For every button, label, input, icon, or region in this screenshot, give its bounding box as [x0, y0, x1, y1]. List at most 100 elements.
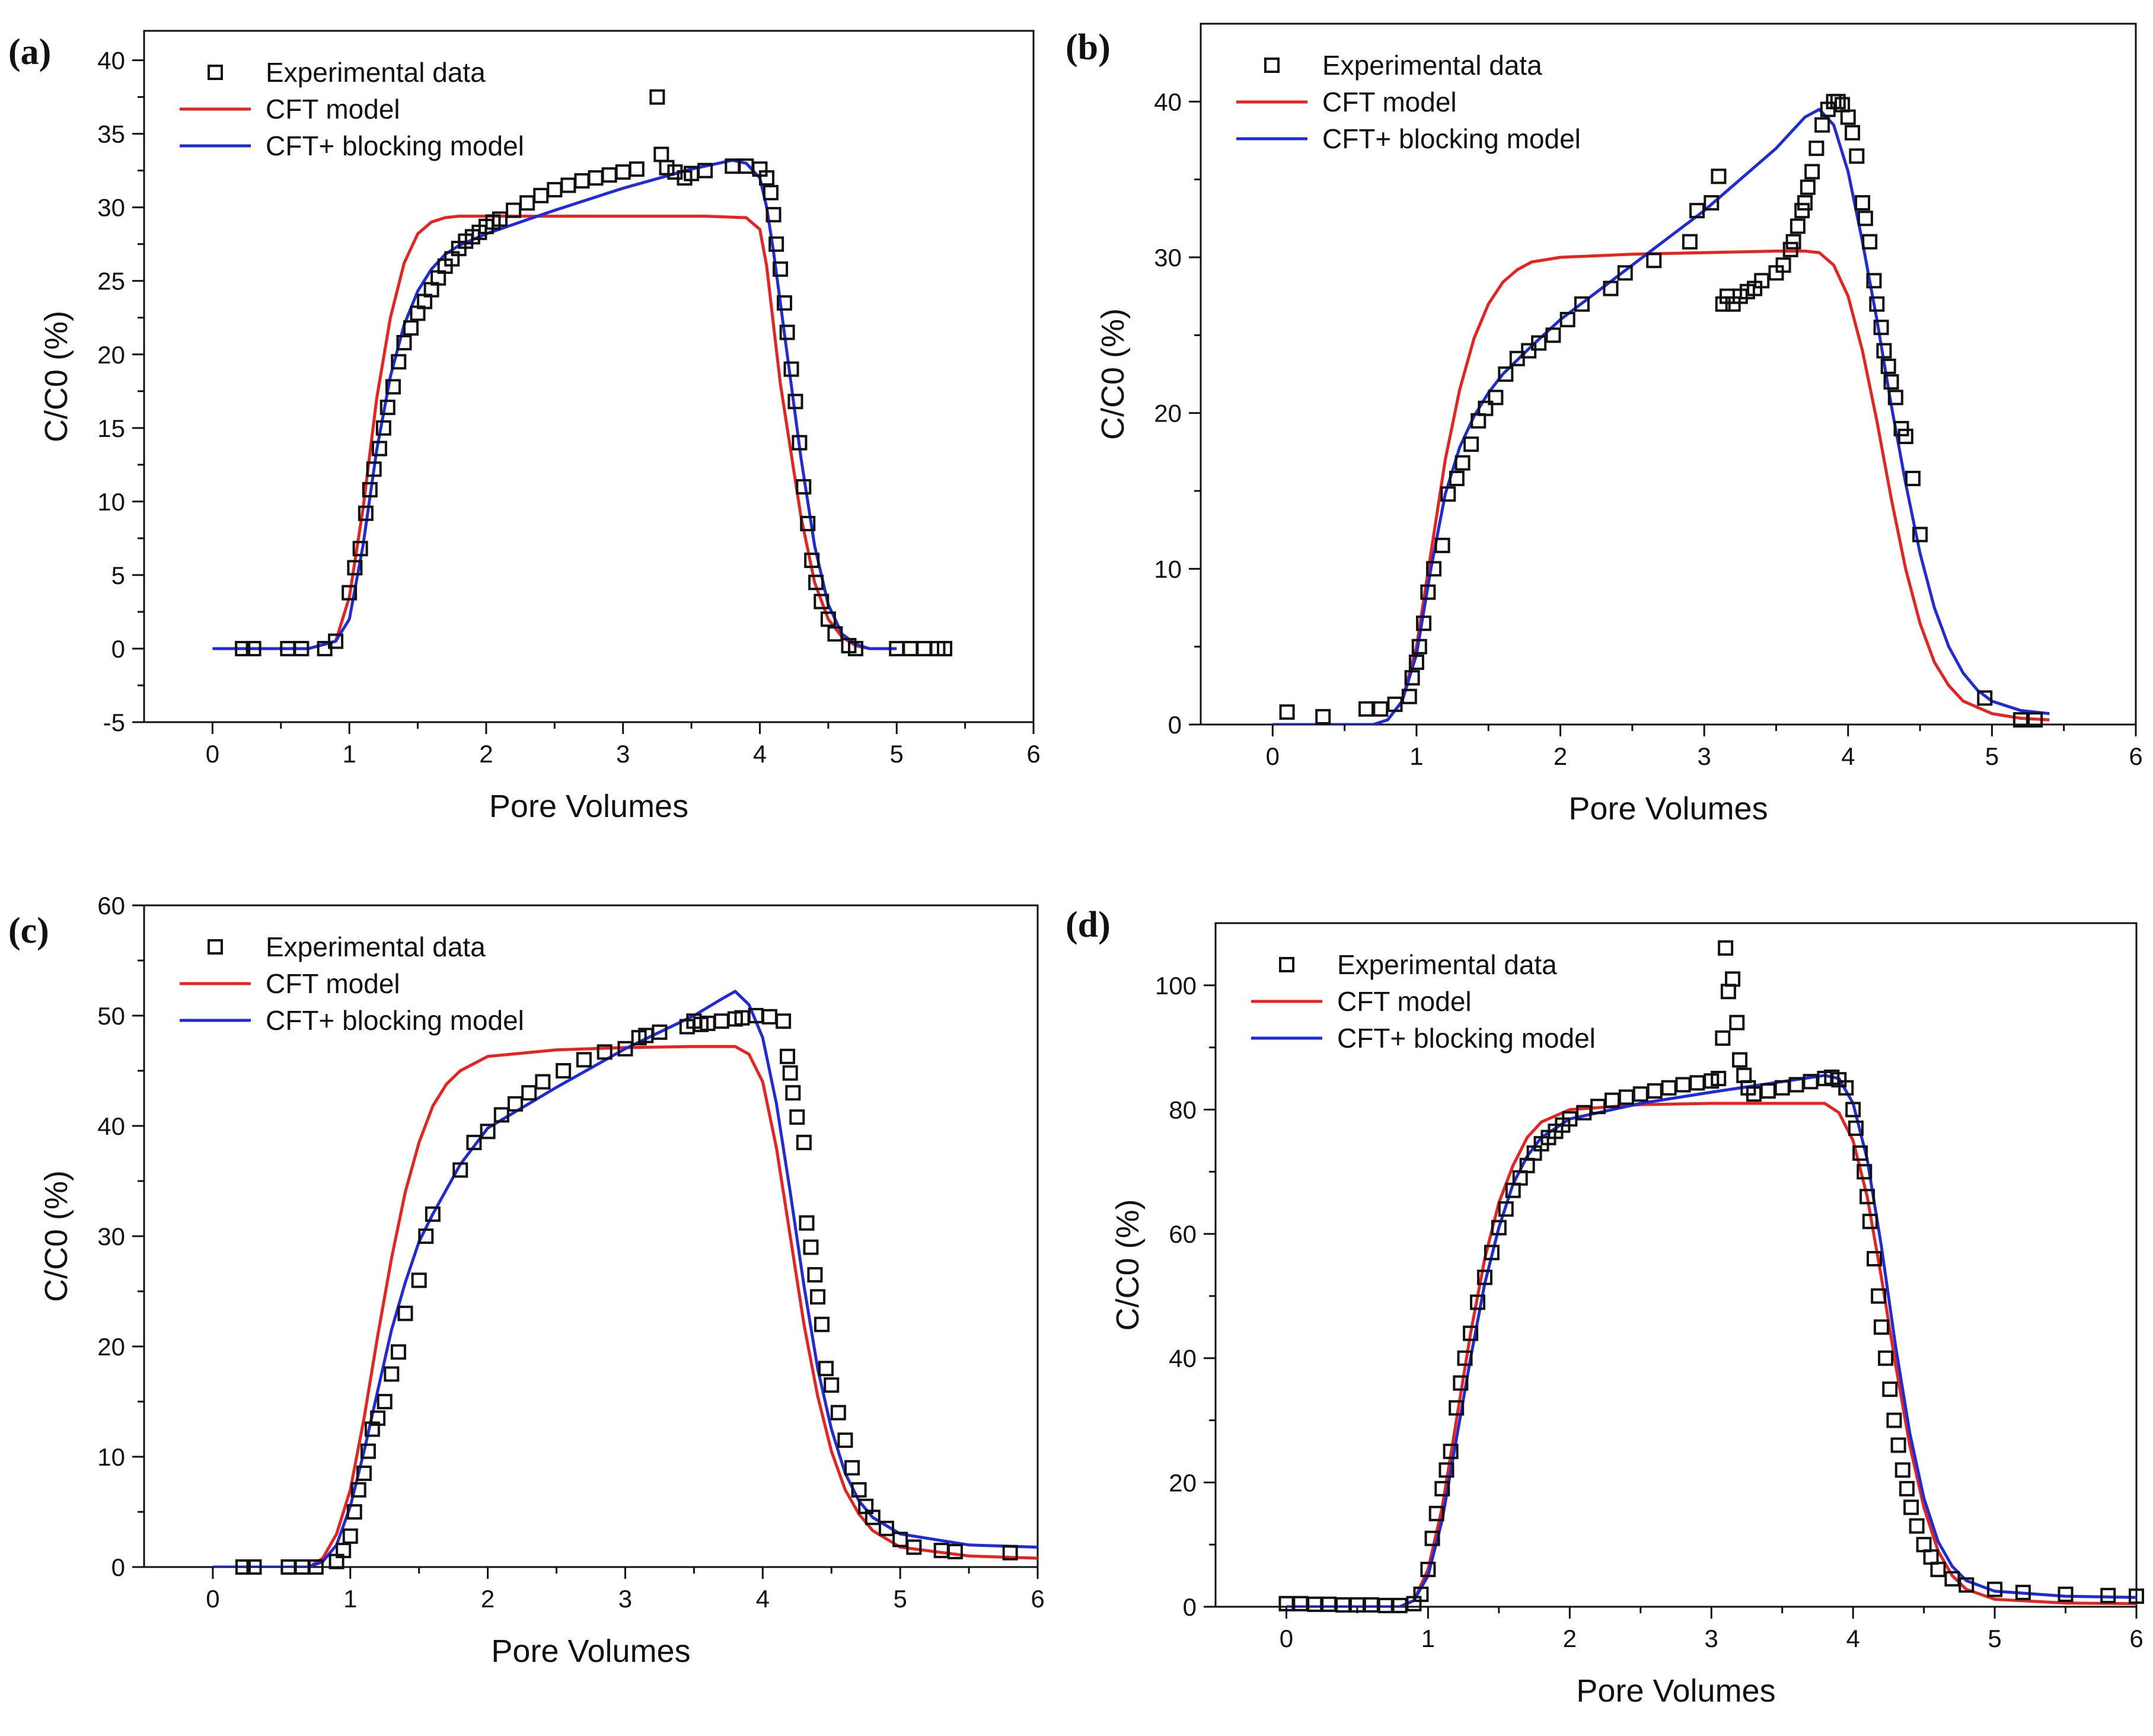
- legend: Experimental data CFT model CFT+ blocking …: [180, 57, 524, 161]
- experimental-point: [759, 170, 774, 186]
- experimental-point: [352, 541, 368, 557]
- y-tick-label: 30: [97, 1223, 125, 1250]
- experimental-point: [1887, 390, 1903, 406]
- experimental-point: [1484, 1244, 1500, 1260]
- cft-blocking-model-line: [1272, 108, 2050, 725]
- x-tick-label: 0: [206, 740, 219, 768]
- x-tick-label: 3: [1697, 742, 1711, 770]
- experimental-point: [493, 1107, 509, 1123]
- x-tick-label: 6: [1026, 740, 1040, 768]
- experimental-point: [1715, 1030, 1731, 1046]
- experimental-point: [1876, 343, 1892, 359]
- y-tick-label: 40: [97, 47, 125, 75]
- y-tick-label: 5: [111, 561, 125, 589]
- x-tick-label: 6: [2129, 1625, 2143, 1652]
- y-tick-label: 0: [1183, 1593, 1197, 1621]
- experimental-point: [1491, 1220, 1507, 1236]
- panel-0: 0 1 2 3 4 5 6 -5 0 5 10 15 20 25 30 35 40 Pore Volumes C/C…: [8, 30, 1041, 824]
- experimental-point: [1866, 273, 1882, 289]
- experimental-point: [2058, 1587, 2074, 1603]
- experimental-point: [1470, 1294, 1486, 1310]
- experimental-point: [1790, 218, 1806, 234]
- experimental-point: [391, 354, 407, 370]
- x-tick-label: 4: [753, 740, 767, 768]
- experimental-point: [1830, 94, 1846, 110]
- experimental-point: [346, 1504, 362, 1520]
- experimental-point: [377, 1394, 393, 1409]
- experimental-point: [1729, 1014, 1745, 1030]
- x-tick-label: 3: [1705, 1625, 1718, 1652]
- experimental-point: [1574, 296, 1590, 312]
- experimental-point: [1808, 141, 1825, 157]
- experimental-point: [818, 1361, 834, 1377]
- experimental-point: [235, 640, 251, 656]
- experimental-point: [780, 1048, 796, 1064]
- y-tick-label: 0: [111, 635, 125, 663]
- experimental-point: [342, 1528, 358, 1544]
- experimental-point: [403, 320, 419, 336]
- experimental-point: [1509, 350, 1525, 366]
- y-tick-label: 10: [97, 488, 125, 516]
- experimental-point: [1840, 109, 1856, 125]
- experimental-point: [810, 1289, 826, 1305]
- x-tick-label: 6: [2129, 742, 2142, 770]
- experimental-point: [235, 1559, 251, 1575]
- experimental-point: [1559, 312, 1575, 328]
- experimental-point: [652, 1024, 668, 1040]
- cft-model-line: [1286, 1102, 2136, 1607]
- experimental-point: [1754, 273, 1770, 289]
- experimental-point: [411, 1272, 427, 1288]
- experimental-point: [1457, 1350, 1473, 1366]
- experimental-point: [1909, 1518, 1925, 1534]
- experimental-point: [1959, 1577, 1975, 1593]
- experimental-point: [356, 1465, 372, 1481]
- experimental-point: [1848, 1120, 1864, 1136]
- experimental-point: [837, 1432, 853, 1448]
- experimental-point: [2015, 1584, 2031, 1600]
- y-tick-label: 30: [97, 194, 125, 222]
- x-tick-label: 5: [1985, 742, 1999, 770]
- experimental-point: [1434, 537, 1450, 553]
- experimental-point: [649, 89, 665, 105]
- x-tick-label: 5: [1988, 1625, 2001, 1652]
- legend-label: Experimental data: [266, 57, 486, 88]
- experimental-point: [1476, 1269, 1492, 1285]
- experimental-point: [1866, 1251, 1882, 1267]
- x-axis-title: Pore Volumes: [489, 789, 688, 824]
- y-tick-label: 10: [97, 1443, 125, 1471]
- experimental-point: [629, 161, 645, 177]
- experimental-point: [779, 324, 795, 340]
- legend-label: CFT model: [1337, 986, 1472, 1017]
- panel-1: 0 1 2 3 4 5 6 0 10 20 30 40 Pore Volumes C/C0 (%) (b) E…: [1066, 23, 2143, 826]
- legend-label: CFT+ blocking model: [1337, 1023, 1596, 1054]
- experimental-point: [425, 1206, 441, 1222]
- experimental-point: [1869, 296, 1885, 312]
- experimental-point: [1373, 701, 1389, 717]
- legend-marker-experimental: [1279, 957, 1294, 972]
- experimental-point: [937, 640, 952, 656]
- legend-label: CFT+ blocking model: [266, 1005, 524, 1036]
- legend-label: Experimental data: [1322, 50, 1542, 81]
- experimental-point: [1408, 654, 1424, 670]
- legend-label: Experimental data: [1337, 949, 1557, 980]
- experimental-point: [1449, 1400, 1465, 1416]
- experimental-point: [1438, 1462, 1455, 1478]
- x-tick-label: 1: [342, 740, 356, 768]
- experimental-point: [1617, 265, 1633, 281]
- experimental-point: [1711, 1071, 1727, 1087]
- experimental-point: [1498, 1201, 1514, 1217]
- experimental-point: [452, 1162, 468, 1178]
- experimental-point: [1002, 1544, 1018, 1561]
- legend-label: CFT+ blocking model: [1322, 123, 1581, 154]
- experimental-point: [1849, 148, 1865, 164]
- experimental-point: [1449, 470, 1465, 486]
- experimental-point: [1899, 1480, 1915, 1496]
- experimental-point: [1845, 125, 1861, 141]
- experimental-point: [1420, 584, 1436, 600]
- legend-label: CFT+ blocking model: [266, 130, 524, 161]
- y-tick-label: 20: [1154, 400, 1182, 427]
- experimental-point: [1871, 1288, 1887, 1304]
- experimental-point: [1488, 390, 1504, 406]
- legend-marker-experimental: [208, 939, 223, 955]
- experimental-point: [1682, 234, 1698, 250]
